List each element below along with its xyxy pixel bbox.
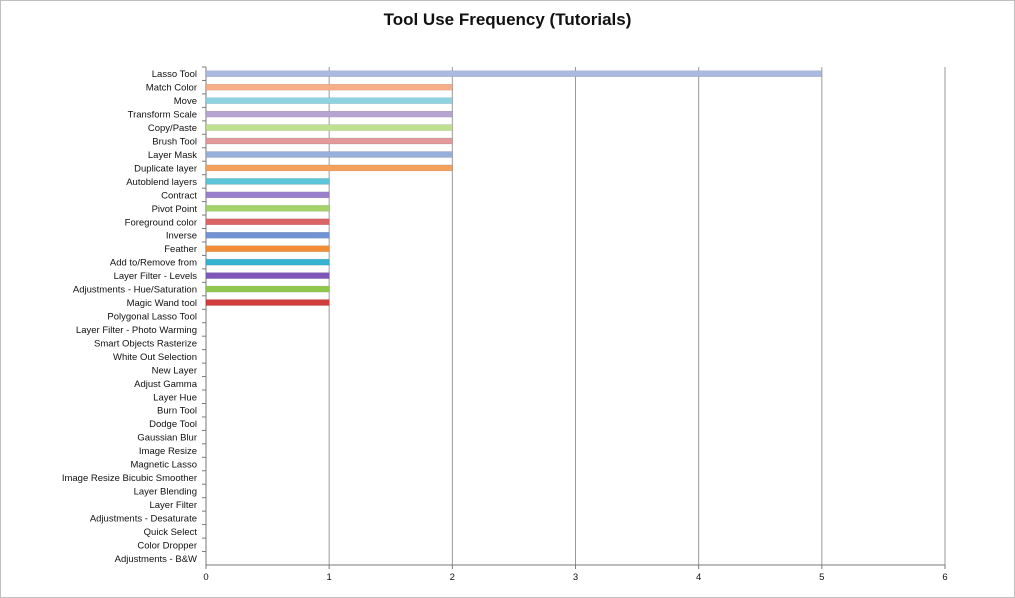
category-label: New Layer [152,365,197,376]
axes [202,66,946,569]
category-label: Layer Mask [148,150,197,161]
chart-title: Tool Use Frequency (Tutorials) [383,10,632,29]
category-label: Layer Hue [153,392,197,403]
category-label: Adjustments - B&W [115,554,197,565]
category-label: Autoblend layers [126,177,197,188]
bar-layer-mask [205,151,453,158]
x-tick-label: 4 [696,572,701,583]
bar-inverse [205,231,330,239]
category-label: Smart Objects Rasterize [94,338,197,349]
x-tick-labels: 0 1 2 3 4 5 6 [203,572,947,583]
category-label: Move [174,96,197,107]
x-tick-label: 0 [203,572,208,583]
category-label: Brush Tool [152,137,197,148]
category-label: White Out Selection [113,352,197,363]
bar-duplicate-layer [205,164,453,172]
category-label: Magic Wand tool [127,298,197,309]
category-label: Inverse [166,231,197,242]
category-label: Layer Filter - Photo Warming [76,325,197,336]
category-label: Quick Select [144,527,198,538]
x-tick-label: 1 [327,572,332,583]
bar-move [205,97,453,104]
category-label: Image Resize Bicubic Smoother [62,473,197,484]
category-label: Magnetic Lasso [130,460,197,471]
category-label: Layer Blending [134,486,197,497]
category-label: Layer Filter - Levels [114,271,198,282]
x-tick-label: 6 [942,572,947,583]
category-labels: Lasso Tool Match Color Move Transform Scale… [62,69,198,565]
category-label: Lasso Tool [152,69,197,80]
bar-pivot-point [205,205,330,212]
bar-adjustments-hue-saturation [205,285,330,293]
category-label: Feather [164,244,197,255]
category-label: Duplicate layer [134,163,197,174]
category-label: Contract [161,190,197,201]
category-label: Dodge Tool [149,419,197,430]
bar-autoblend-layers [205,178,330,185]
category-label: Copy/Paste [148,123,197,134]
category-label: Color Dropper [137,540,197,551]
category-label: Image Resize [139,446,197,457]
gridlines [328,67,946,565]
x-tick-label: 2 [450,572,455,583]
category-label: Pivot Point [152,204,198,215]
x-tick-label: 5 [819,572,824,583]
category-label: Adjust Gamma [134,379,198,390]
category-label: Transform Scale [128,110,197,121]
bar-add-to-remove-from [205,258,330,266]
category-label: Polygonal Lasso Tool [107,312,197,323]
bars [205,70,823,306]
bar-copy-paste [205,124,453,131]
bar-layer-filter-levels [205,272,330,279]
category-label: Foreground color [125,217,197,228]
bar-contract [205,191,330,199]
bar-feather [205,245,330,252]
bar-magic-wand-tool [205,299,330,306]
x-tick-label: 3 [573,572,578,583]
category-label: Layer Filter [149,500,197,511]
bar-brush-tool [205,137,453,145]
bar-match-color [205,83,453,91]
bar-lasso-tool [205,70,823,77]
category-label: Burn Tool [157,406,197,417]
bar-foreground-color [205,218,330,226]
category-label: Add to/Remove from [110,258,197,269]
category-label: Adjustments - Hue/Saturation [73,285,197,296]
category-label: Adjustments - Desaturate [90,513,197,524]
bar-transform-scale [205,110,453,118]
category-label: Gaussian Blur [137,433,197,444]
category-label: Match Color [146,83,197,94]
